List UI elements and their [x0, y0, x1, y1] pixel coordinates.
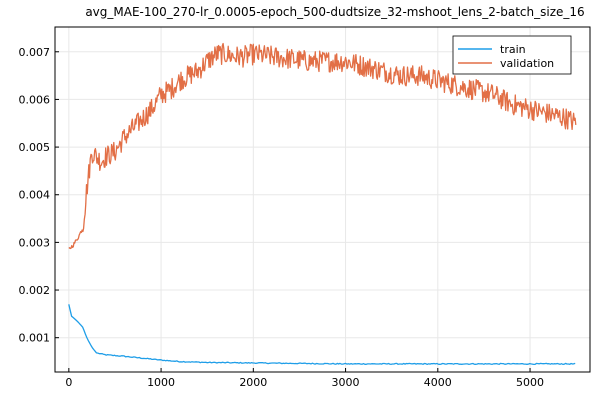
x-tick-label: 2000 [239, 376, 267, 389]
legend-label-train: train [500, 43, 526, 56]
series-layer [68, 42, 577, 366]
y-tick-label: 0.005 [19, 141, 51, 154]
y-tick-label: 0.002 [19, 284, 51, 297]
x-tick-label: 5000 [516, 376, 544, 389]
plot-frame [54, 26, 591, 373]
x-tick-label: 1000 [147, 376, 175, 389]
legend-label-validation: validation [500, 57, 554, 70]
y-tick-label: 0.007 [19, 46, 51, 59]
axis-layer: 0 1000 2000 3000 4000 5000 0.001 0.002 0.003 0.00… [19, 46, 545, 389]
x-tick-label: 4000 [424, 376, 452, 389]
chart-title: avg_MAE-100_270-lr_0.0005-epoch_500-dudt… [85, 5, 584, 19]
legend-box [452, 35, 572, 75]
grid-layer [55, 27, 590, 372]
x-tick-label: 3000 [332, 376, 360, 389]
y-tick-label: 0.004 [19, 189, 51, 202]
y-tick-label: 0.003 [19, 236, 51, 249]
x-tick-label: 0 [65, 376, 72, 389]
series-line-validation [68, 42, 577, 250]
y-tick-label: 0.006 [19, 93, 51, 106]
legend: train validation [452, 35, 572, 75]
y-tick-label: 0.001 [19, 332, 51, 345]
series-line-train [68, 304, 576, 366]
